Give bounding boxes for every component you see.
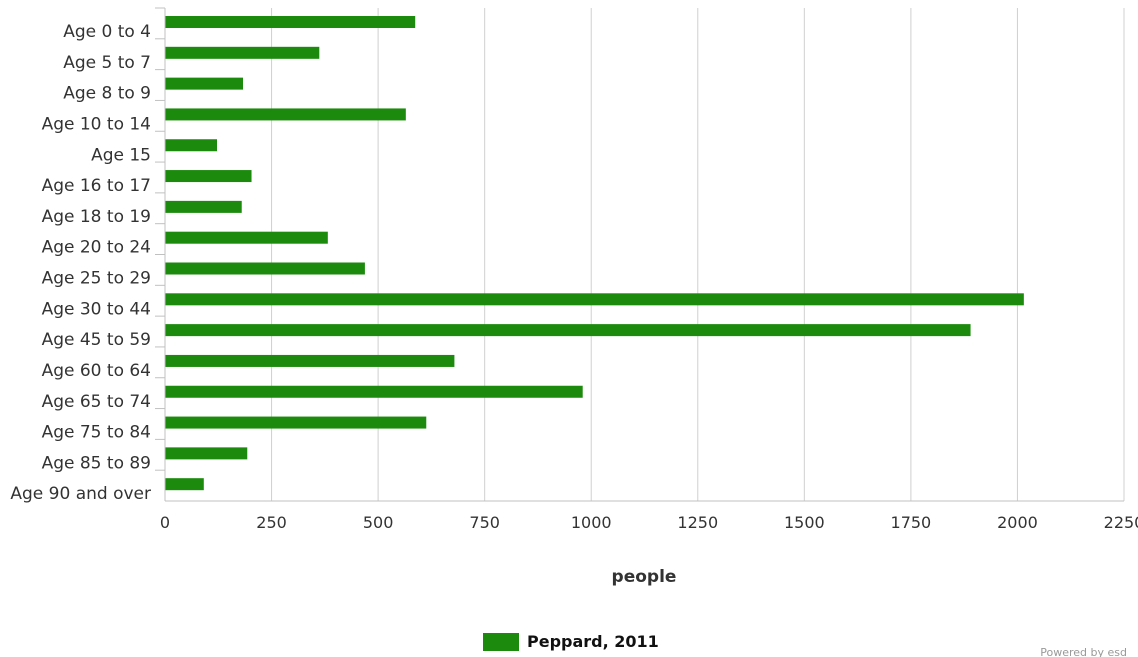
bar bbox=[165, 231, 328, 244]
y-category-label: Age 85 to 89 bbox=[42, 453, 151, 473]
y-category-label: Age 65 to 74 bbox=[42, 392, 151, 412]
bar bbox=[165, 170, 252, 183]
x-tick-label: 2250 bbox=[1104, 513, 1138, 532]
y-category-label: Age 30 to 44 bbox=[42, 299, 151, 319]
grid-lines bbox=[271, 8, 1125, 501]
bar bbox=[165, 354, 455, 367]
x-axis-title: people bbox=[612, 567, 677, 587]
bar bbox=[165, 139, 217, 152]
bar bbox=[165, 385, 583, 398]
bar bbox=[165, 108, 406, 121]
x-tick-label: 2000 bbox=[997, 513, 1038, 532]
y-category-label: Age 60 to 64 bbox=[42, 361, 151, 381]
bar bbox=[165, 324, 971, 337]
y-category-label: Age 15 bbox=[91, 145, 151, 165]
y-category-label: Age 10 to 14 bbox=[42, 114, 151, 134]
bar bbox=[165, 77, 243, 90]
x-tick-label: 500 bbox=[363, 513, 394, 532]
bar bbox=[165, 478, 204, 491]
bar bbox=[165, 447, 248, 460]
legend[interactable]: Peppard, 2011 bbox=[483, 632, 659, 651]
x-tick-label: 1250 bbox=[677, 513, 718, 532]
x-tick-label: 1000 bbox=[571, 513, 612, 532]
bars bbox=[165, 16, 1024, 491]
legend-swatch bbox=[483, 633, 519, 651]
x-tick-label: 250 bbox=[256, 513, 287, 532]
bar bbox=[165, 16, 416, 28]
y-category-label: Age 8 to 9 bbox=[63, 84, 151, 104]
bar bbox=[165, 200, 242, 213]
axes: 0 250 500 750 1000 1250 1500 1750 2000 2250 Age 0 … bbox=[10, 7, 1138, 532]
y-category-label: Age 20 to 24 bbox=[42, 238, 151, 258]
x-tick-label: 1500 bbox=[784, 513, 825, 532]
y-category-label: Age 90 and over bbox=[10, 484, 151, 504]
y-category-label: Age 16 to 17 bbox=[42, 176, 151, 196]
legend-label: Peppard, 2011 bbox=[527, 632, 659, 651]
powered-by-credit[interactable]: Powered by esd bbox=[1040, 646, 1127, 657]
bar bbox=[165, 416, 427, 429]
y-category-label: Age 25 to 29 bbox=[42, 269, 151, 289]
bar bbox=[165, 46, 320, 59]
y-category-label: Age 18 to 19 bbox=[42, 207, 151, 227]
y-category-label: Age 5 to 7 bbox=[63, 53, 151, 73]
x-tick-label: 750 bbox=[469, 513, 500, 532]
y-category-label: Age 0 to 4 bbox=[63, 22, 151, 42]
y-category-label: Age 75 to 84 bbox=[42, 423, 151, 443]
y-category-label: Age 45 to 59 bbox=[42, 330, 151, 350]
x-tick-label: 1750 bbox=[891, 513, 932, 532]
bar bbox=[165, 293, 1024, 306]
bar bbox=[165, 262, 365, 275]
x-tick-label: 0 bbox=[160, 513, 170, 532]
